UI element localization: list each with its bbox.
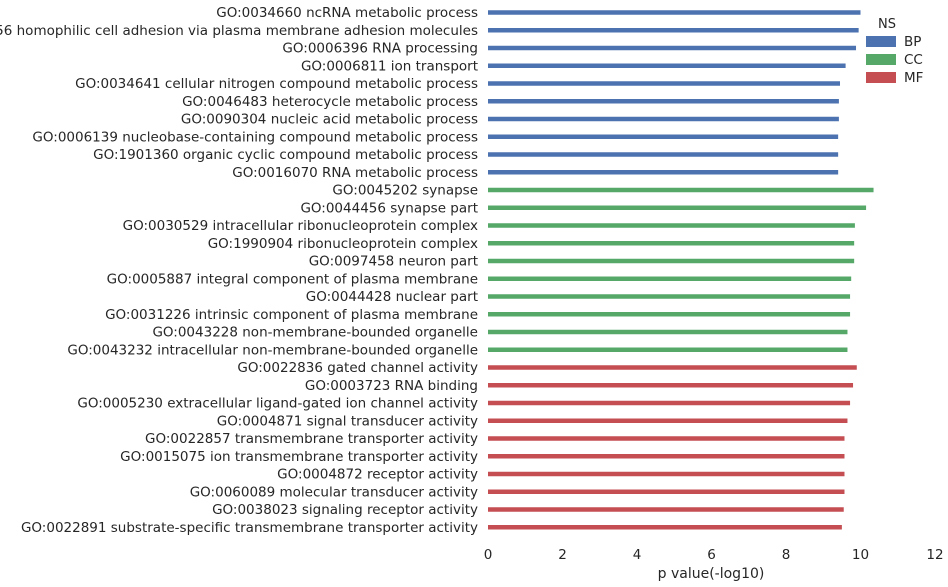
category-label: GO:0022836 gated channel activity [237, 360, 478, 376]
bar-24 [488, 418, 848, 423]
bar-27 [488, 471, 845, 477]
legend-swatch-mf [866, 72, 896, 83]
category-label: GO:1901360 organic cyclic compound metab… [93, 147, 478, 163]
bar-28 [488, 489, 845, 494]
bar-26 [488, 454, 845, 459]
legend-label-bp: BP [904, 34, 921, 50]
x-tick-label: 8 [782, 547, 791, 563]
category-label: GO:0003723 RNA binding [305, 378, 478, 394]
category-label: GO:0034660 ncRNA metabolic process [216, 5, 478, 21]
bar-10 [488, 170, 839, 175]
category-label: GO:0004871 signal transducer activity [217, 413, 478, 429]
category-label: GO:0097458 neuron part [309, 254, 478, 270]
bar-2 [488, 28, 859, 33]
bar-6 [488, 99, 839, 104]
bar-13 [488, 223, 855, 228]
category-label: GO:0007156 homophilic cell adhesion via … [0, 23, 478, 39]
legend-swatch-cc [866, 54, 896, 65]
category-label: GO:0005887 integral component of plasma … [107, 271, 478, 287]
bar-15 [488, 258, 855, 264]
bar-3 [488, 45, 857, 51]
legend-label-cc: CC [904, 52, 923, 68]
bar-11 [488, 187, 874, 193]
category-label: GO:0044428 nuclear part [306, 289, 478, 305]
category-label: GO:0006139 nucleobase-containing compoun… [32, 129, 478, 145]
bar-1 [488, 10, 861, 15]
bar-12 [488, 205, 867, 210]
bar-30 [488, 525, 842, 530]
category-label: GO:1990904 ribonucleoprotein complex [208, 236, 478, 252]
bar-17 [488, 294, 851, 299]
bar-9 [488, 152, 839, 157]
bar-23 [488, 400, 851, 406]
bar-8 [488, 134, 839, 139]
x-axis-label: p value(-log10) [658, 566, 765, 582]
category-label: GO:0038023 signaling receptor activity [212, 502, 478, 518]
bar-18 [488, 312, 851, 317]
legend: NS BP CC MF [866, 17, 923, 86]
category-label: GO:0006811 ion transport [301, 58, 478, 74]
category-label: GO:0046483 heterocycle metabolic process [182, 94, 478, 110]
x-tick-label: 4 [633, 547, 642, 563]
category-label: GO:0016070 RNA metabolic process [232, 165, 478, 181]
bar-14 [488, 241, 855, 246]
category-label: GO:0022891 substrate-specific transmembr… [21, 520, 478, 536]
category-label: GO:0006396 RNA processing [282, 41, 478, 57]
bar-21 [488, 365, 857, 370]
category-label: GO:0004872 receptor activity [277, 467, 478, 483]
category-label: GO:0043228 non-membrane-bounded organell… [152, 325, 478, 341]
category-label: GO:0045202 synapse [332, 183, 478, 199]
bar-20 [488, 347, 848, 352]
legend-label-mf: MF [904, 70, 923, 86]
bar-25 [488, 436, 845, 441]
bar-22 [488, 383, 854, 388]
category-label: GO:0044456 synapse part [300, 200, 478, 216]
x-tick-label: 2 [558, 547, 567, 563]
legend-title: NS [878, 17, 896, 32]
category-label: GO:0022857 transmembrane transporter act… [145, 431, 478, 447]
bar-5 [488, 81, 841, 86]
x-tick-label: 12 [926, 547, 943, 563]
x-tick-label: 6 [707, 547, 716, 563]
category-label: GO:0031226 intrinsic component of plasma… [105, 307, 478, 323]
category-label: GO:0005230 extracellular ligand-gated io… [77, 396, 478, 412]
category-label: GO:0015075 ion transmembrane transporter… [120, 449, 478, 465]
category-label: GO:0043232 intracellular non-membrane-bo… [67, 342, 478, 358]
bar-16 [488, 276, 852, 281]
x-tick-label: 0 [484, 547, 493, 563]
bars-group [488, 10, 874, 530]
category-label: GO:0090304 nucleic acid metabolic proces… [181, 112, 478, 128]
bar-29 [488, 507, 844, 512]
bar-19 [488, 329, 848, 335]
x-axis-ticks: 0 2 4 6 8 10 12 [484, 547, 944, 563]
bar-4 [488, 63, 846, 68]
category-label: GO:0060089 molecular transducer activity [190, 484, 478, 500]
bar-7 [488, 116, 839, 122]
category-label: GO:0034641 cellular nitrogen compound me… [75, 76, 478, 92]
category-label: GO:0030529 intracellular ribonucleoprote… [123, 218, 478, 234]
category-labels: GO:0034660 ncRNA metabolic process GO:000… [0, 5, 478, 536]
x-tick-label: 10 [852, 547, 869, 563]
legend-swatch-bp [866, 36, 896, 47]
